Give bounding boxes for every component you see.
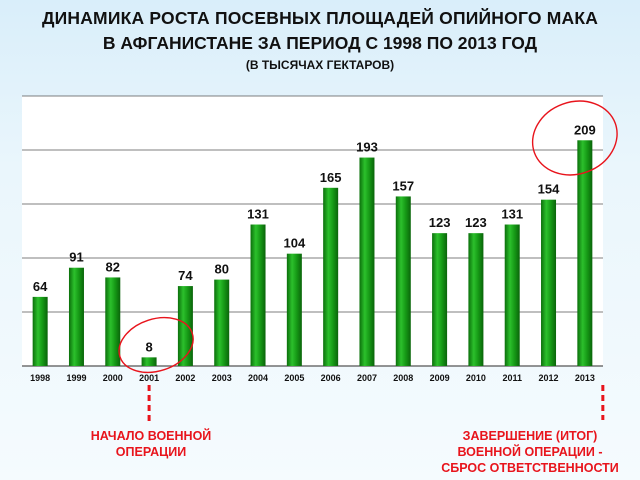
bar-2012 (541, 199, 557, 366)
data-label-2010: 123 (465, 215, 487, 230)
x-tick-2007: 2007 (357, 373, 377, 383)
bar-2008 (395, 196, 411, 366)
x-tick-labels: 1998 1999 2000 2001 2002 2003 2004 2005 2006 2007… (30, 373, 595, 383)
data-label-2002: 74 (178, 268, 193, 283)
chart-subtitle: (В ТЫСЯЧАХ ГЕКТАРОВ) (245, 58, 395, 72)
data-label-2009: 123 (429, 215, 451, 230)
annotation-start-line1: НАЧАЛО ВОЕННОЙ (90, 429, 212, 443)
data-label-2013: 209 (574, 122, 596, 137)
annotation-end-line3: СБРОС ОТВЕТСТВЕННОСТИ (441, 461, 619, 475)
bar-2007 (359, 157, 375, 366)
data-label-2001: 8 (145, 339, 152, 354)
bar-2006 (323, 187, 339, 366)
highlight-circle-start (118, 316, 194, 374)
x-tick-2013: 2013 (575, 373, 595, 383)
x-tick-2008: 2008 (393, 373, 413, 383)
bar-2001 (141, 357, 157, 366)
chart-title-line2: В АФГАНИСТАНЕ ЗА ПЕРИОД С 1998 ПО 2013 Г… (102, 33, 538, 53)
data-label-2007: 193 (356, 140, 378, 155)
x-tick-2001: 2001 (139, 373, 159, 383)
x-tick-2002: 2002 (175, 373, 195, 383)
bar-2009 (432, 233, 448, 366)
bar-2005 (286, 253, 302, 366)
data-label-2012: 154 (538, 182, 560, 197)
x-tick-2010: 2010 (466, 373, 486, 383)
chart-title-line1: ДИНАМИКА РОСТА ПОСЕВНЫХ ПЛОЩАДЕЙ ОПИЙНОГ… (41, 8, 599, 28)
bar-1998 (32, 296, 48, 366)
data-label-2008: 157 (392, 178, 414, 193)
data-label-2006: 165 (320, 170, 342, 185)
annotation-end: ЗАВЕРШЕНИЕ (ИТОГ) ВОЕННОЙ ОПЕРАЦИИ - СБР… (430, 428, 630, 476)
x-tick-1999: 1999 (66, 373, 86, 383)
x-tick-2009: 2009 (430, 373, 450, 383)
data-label-2011: 131 (501, 207, 523, 222)
annotation-end-line1: ЗАВЕРШЕНИЕ (ИТОГ) (462, 429, 598, 443)
x-tick-2012: 2012 (539, 373, 559, 383)
data-label-1998: 64 (33, 279, 48, 294)
data-labels: 64 91 82 8 74 80 131 104 165 193 157 123 123 131 154 20… (33, 122, 596, 354)
annotation-start-line2: ОПЕРАЦИИ (115, 445, 187, 459)
annotation-end-line2: ВОЕННОЙ ОПЕРАЦИИ - (457, 445, 603, 459)
data-label-2005: 104 (283, 236, 305, 251)
annotation-start: НАЧАЛО ВОЕННОЙ ОПЕРАЦИИ (76, 428, 226, 460)
data-label-2000: 82 (106, 259, 120, 274)
bar-2011 (504, 224, 520, 366)
highlight-circle-end (531, 100, 618, 176)
annotation-marks (118, 100, 618, 422)
x-tick-2006: 2006 (321, 373, 341, 383)
x-tick-2003: 2003 (212, 373, 232, 383)
bar-2003 (214, 279, 230, 366)
bar-2010 (468, 233, 484, 366)
data-label-1999: 91 (69, 250, 83, 265)
x-tick-2005: 2005 (284, 373, 304, 383)
x-tick-2000: 2000 (103, 373, 123, 383)
data-label-2003: 80 (214, 262, 228, 277)
bar-2004 (250, 224, 266, 366)
x-tick-1998: 1998 (30, 373, 50, 383)
data-label-2004: 131 (247, 207, 269, 222)
bars (32, 140, 593, 366)
bar-2000 (105, 277, 121, 366)
bar-1999 (68, 267, 84, 366)
bar-2002 (177, 286, 193, 366)
x-tick-2004: 2004 (248, 373, 268, 383)
x-tick-2011: 2011 (502, 373, 522, 383)
bar-2013 (577, 140, 593, 366)
